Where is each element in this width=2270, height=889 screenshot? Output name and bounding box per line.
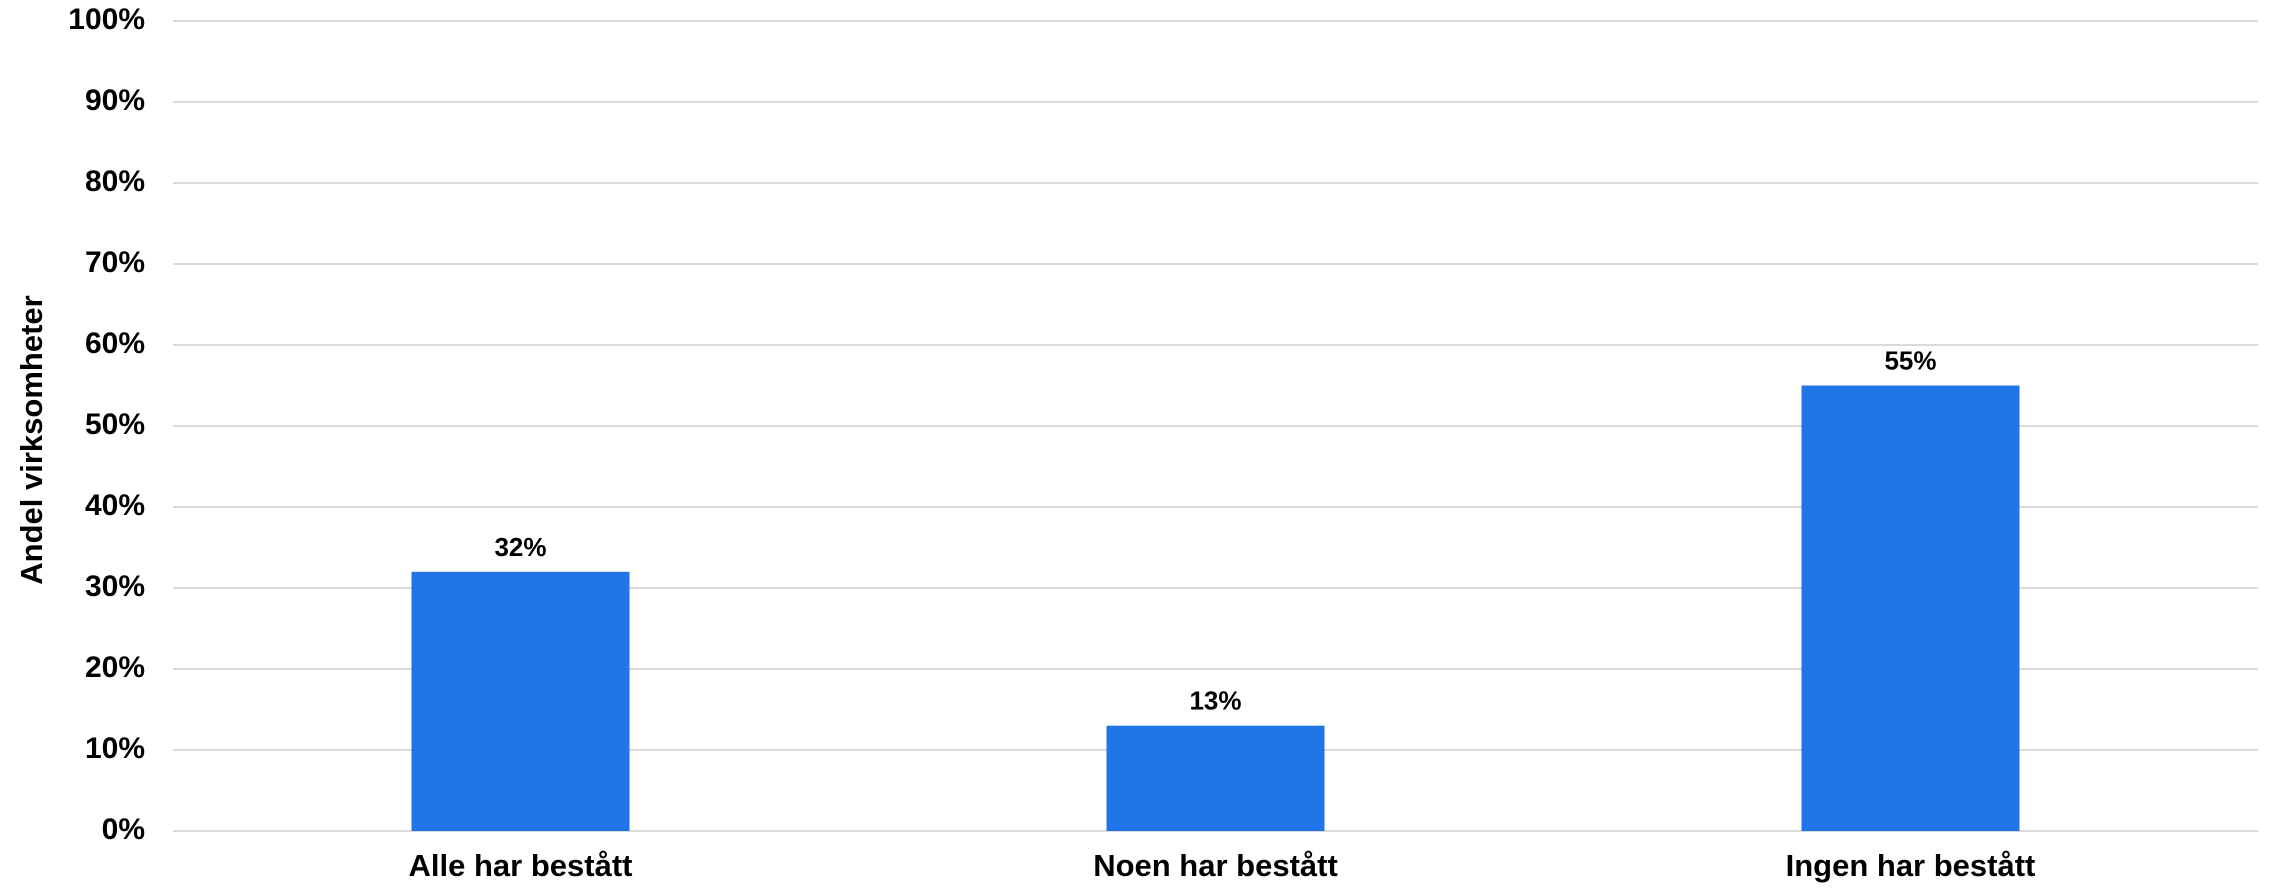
y-tick-label: 30% xyxy=(85,570,145,603)
bar xyxy=(1801,385,2020,831)
y-tick-label: 100% xyxy=(68,3,145,36)
y-tick-label: 50% xyxy=(85,408,145,441)
y-tick-label: 20% xyxy=(85,651,145,684)
data-label: 55% xyxy=(1884,346,1936,376)
y-tick-label: 90% xyxy=(85,84,145,117)
y-tick-label: 70% xyxy=(85,246,145,279)
x-tick-label: Noen har bestått xyxy=(1093,848,1338,883)
y-tick-label: 60% xyxy=(85,327,145,360)
y-axis-label: Andel virksomheter xyxy=(14,295,49,585)
data-label: 32% xyxy=(494,532,546,562)
y-tick-label: 80% xyxy=(85,165,145,198)
bar xyxy=(411,571,630,831)
bar xyxy=(1106,725,1325,831)
x-tick-label: Alle har bestått xyxy=(409,848,633,883)
y-tick-label: 0% xyxy=(102,813,145,846)
data-label: 13% xyxy=(1189,686,1241,716)
x-tick-label: Ingen har bestått xyxy=(1786,848,2036,883)
y-tick-label: 10% xyxy=(85,732,145,765)
y-tick-label: 40% xyxy=(85,489,145,522)
